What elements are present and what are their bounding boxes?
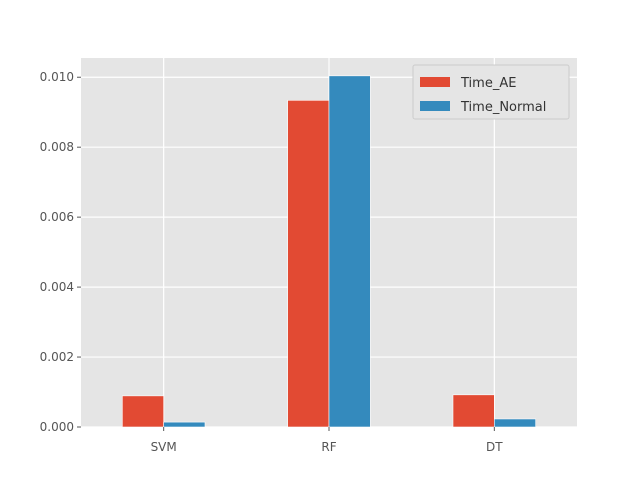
- legend: Time_AE Time_Normal: [412, 64, 570, 120]
- y-axis-ticks: 0.000 0.002 0.004 0.006 0.008 0.010: [40, 70, 81, 434]
- x-tick-label: DT: [486, 440, 503, 454]
- y-tick-label: 0.004: [40, 280, 74, 294]
- y-tick-label: 0.000: [40, 420, 74, 434]
- y-tick-label: 0.008: [40, 140, 74, 154]
- bar-time-ae-svm: [122, 395, 164, 428]
- legend-label: Time_AE: [460, 76, 516, 91]
- bar-time-normal-svm: [163, 421, 206, 428]
- x-axis-ticks: SVM RF DT: [151, 427, 503, 454]
- bar-time-ae-dt: [452, 394, 495, 428]
- legend-swatch: [420, 101, 450, 111]
- x-tick-label: SVM: [151, 440, 177, 454]
- y-tick-label: 0.002: [40, 350, 74, 364]
- legend-label: Time_Normal: [460, 100, 546, 115]
- y-tick-label: 0.006: [40, 210, 74, 224]
- legend-box: [412, 64, 570, 120]
- bar-time-normal-dt: [494, 418, 536, 428]
- bar-time-ae-rf: [287, 100, 330, 428]
- x-tick-label: RF: [321, 440, 336, 454]
- bars: [122, 75, 536, 428]
- bar-time-normal-rf: [328, 75, 371, 428]
- legend-swatch: [420, 77, 450, 87]
- y-tick-label: 0.010: [40, 70, 74, 84]
